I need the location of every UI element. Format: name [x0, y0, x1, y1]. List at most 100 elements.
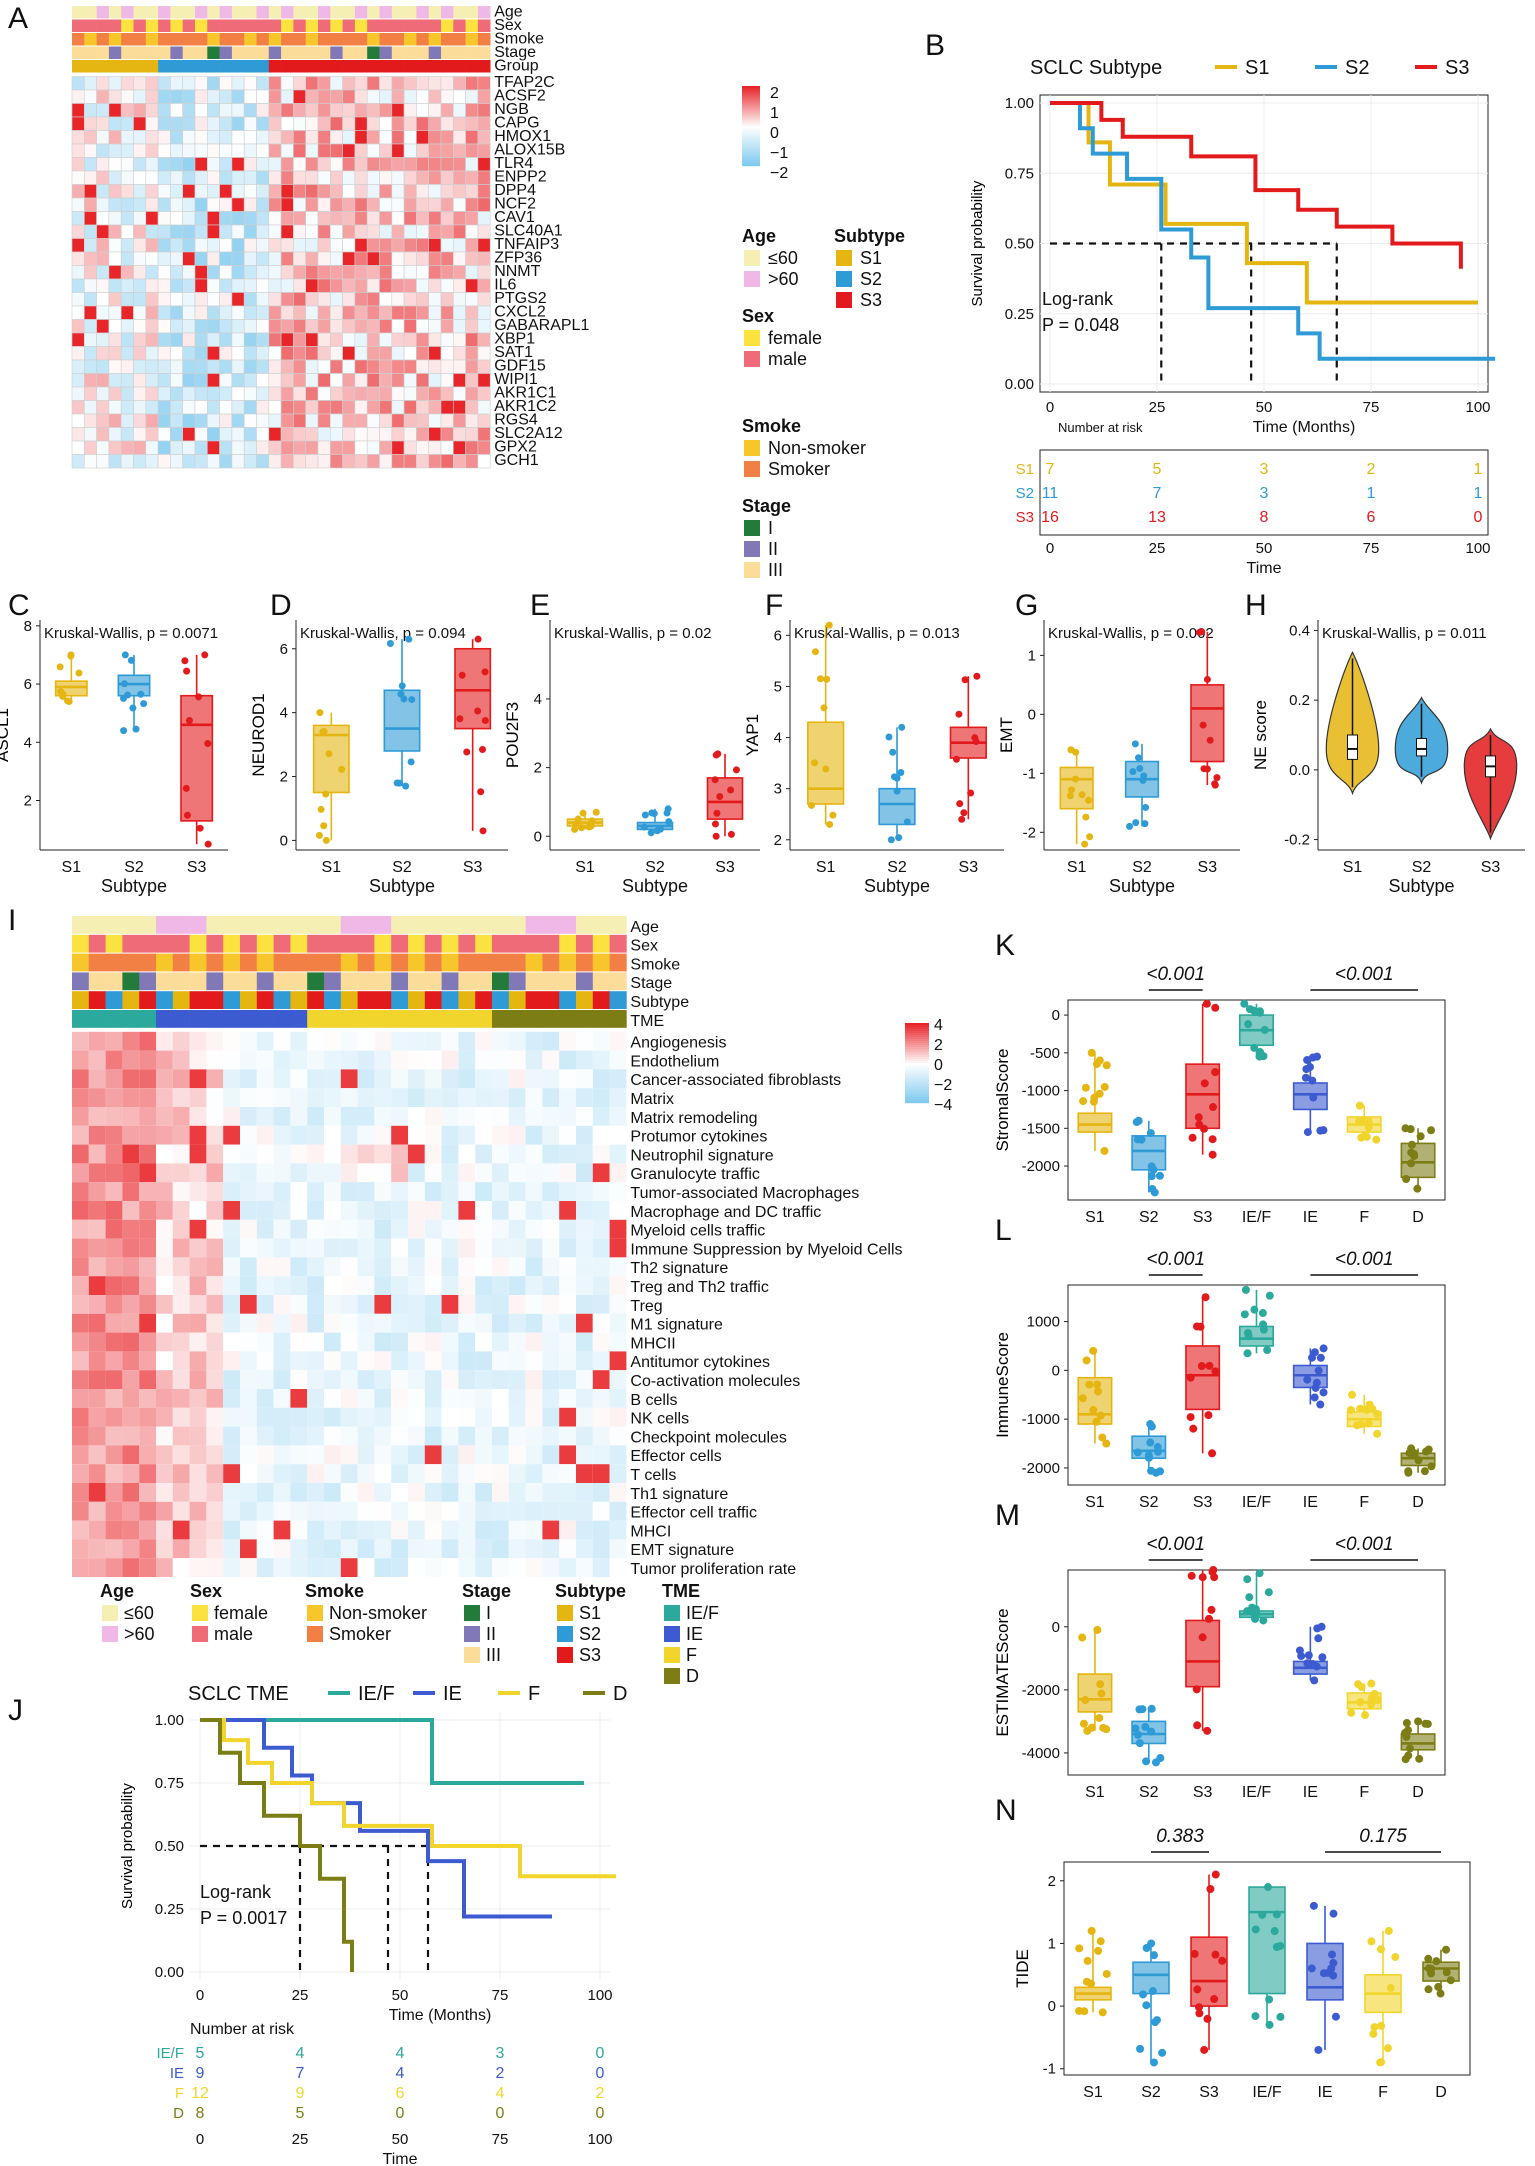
heat-cell [256, 238, 270, 253]
heat-cell [354, 103, 368, 118]
heat-cell [492, 1501, 509, 1521]
heat-cell [477, 292, 491, 307]
annotation-cell [172, 934, 190, 953]
annotation-cell [324, 953, 342, 972]
heat-cell [189, 1257, 207, 1277]
heat-cell [194, 292, 208, 307]
heat-cell [329, 359, 343, 374]
legend-item: Smoker [329, 1624, 391, 1644]
data-point [1307, 1964, 1316, 1973]
annotation-cell [342, 46, 356, 59]
data-point [1265, 1995, 1274, 2004]
annotation-cell [293, 33, 306, 46]
annotation-cell [145, 33, 159, 46]
heat-cell [592, 1088, 610, 1107]
data-point [338, 765, 346, 773]
heat-cell [374, 1464, 392, 1483]
heat-cell [105, 1276, 123, 1295]
annotation-cell [330, 46, 343, 59]
heat-cell [293, 427, 306, 442]
heat-cell [525, 1144, 543, 1164]
heat-cell [268, 427, 282, 442]
heat-cell [440, 143, 454, 158]
risk-count: 3 [1260, 461, 1269, 478]
row-label: Tumor proliferation rate [630, 1561, 796, 1578]
heat-cell [120, 373, 134, 388]
heat-cell [133, 143, 147, 158]
heat-cell [172, 1107, 190, 1126]
annotation-cell [172, 916, 190, 934]
data-point [1302, 1065, 1311, 1074]
box [312, 724, 350, 794]
heat-cell [424, 1257, 442, 1277]
heat-cell [156, 1257, 173, 1277]
heat-cell [72, 1426, 89, 1446]
annotation-cell [139, 972, 157, 991]
heat-cell [256, 157, 270, 172]
heat-cell [357, 1501, 375, 1521]
x-tick: S1 [575, 859, 595, 876]
heat-cell [525, 1389, 543, 1408]
heat-cell [492, 1407, 509, 1427]
heat-cell [508, 1483, 526, 1502]
heat-cell [219, 305, 233, 320]
heat-cell [194, 305, 208, 320]
annotation-cell [559, 991, 577, 1009]
data-point [1328, 1950, 1337, 1959]
heat-cell [342, 238, 356, 253]
y-tick: 3 [774, 781, 782, 798]
heat-cell [452, 427, 466, 442]
annotation-cell [244, 33, 257, 46]
row-label: Effector cell traffic [630, 1505, 757, 1522]
risk-count: 12 [191, 2085, 209, 2102]
colorbar-step [905, 1059, 929, 1062]
heat-cell [156, 1295, 173, 1314]
annotation-cell [156, 916, 174, 934]
heat-cell [133, 130, 147, 145]
data-point [316, 709, 324, 717]
annotation-cell [330, 33, 343, 46]
heat-cell [424, 1558, 442, 1577]
y-tick: 6 [24, 676, 32, 693]
heat-cell [243, 130, 257, 145]
heat-cell [223, 1332, 240, 1352]
data-point [322, 836, 330, 844]
heat-cell [105, 1520, 123, 1540]
heat-cell [84, 292, 97, 307]
heat-cell [305, 89, 319, 104]
heat-cell [408, 1351, 425, 1371]
heat-cell [475, 1501, 492, 1521]
heat-cell [172, 1464, 190, 1483]
heat-cell [307, 1426, 324, 1446]
heat-cell [391, 76, 405, 91]
heat-cell [120, 76, 134, 91]
data-point [1102, 1439, 1111, 1448]
annotation-cell [404, 60, 417, 73]
annotation-cell [108, 6, 122, 19]
heat-cell [108, 346, 122, 361]
colorbar-step [905, 1099, 929, 1102]
data-point [1331, 2012, 1340, 2021]
heat-cell [293, 332, 306, 347]
heat-cell [88, 1332, 106, 1352]
heat-cell [243, 265, 257, 280]
heat-cell [424, 1069, 442, 1089]
heat-cell [194, 427, 208, 442]
heat-cell [391, 278, 405, 293]
heat-cell [428, 170, 442, 185]
heat-cell [256, 224, 270, 239]
annotation-cell [330, 60, 343, 73]
data-point [889, 748, 897, 756]
heat-cell [357, 1125, 375, 1145]
colorbar-step [905, 1047, 929, 1050]
heat-cell [139, 1088, 156, 1107]
heat-cell [280, 292, 294, 307]
heat-cell [366, 143, 380, 158]
heat-cell [256, 346, 270, 361]
heat-cell [280, 197, 294, 212]
heat-cell [542, 1370, 560, 1389]
heat-cell [329, 400, 343, 415]
data-point [1347, 1405, 1356, 1414]
heat-cell [452, 440, 466, 455]
